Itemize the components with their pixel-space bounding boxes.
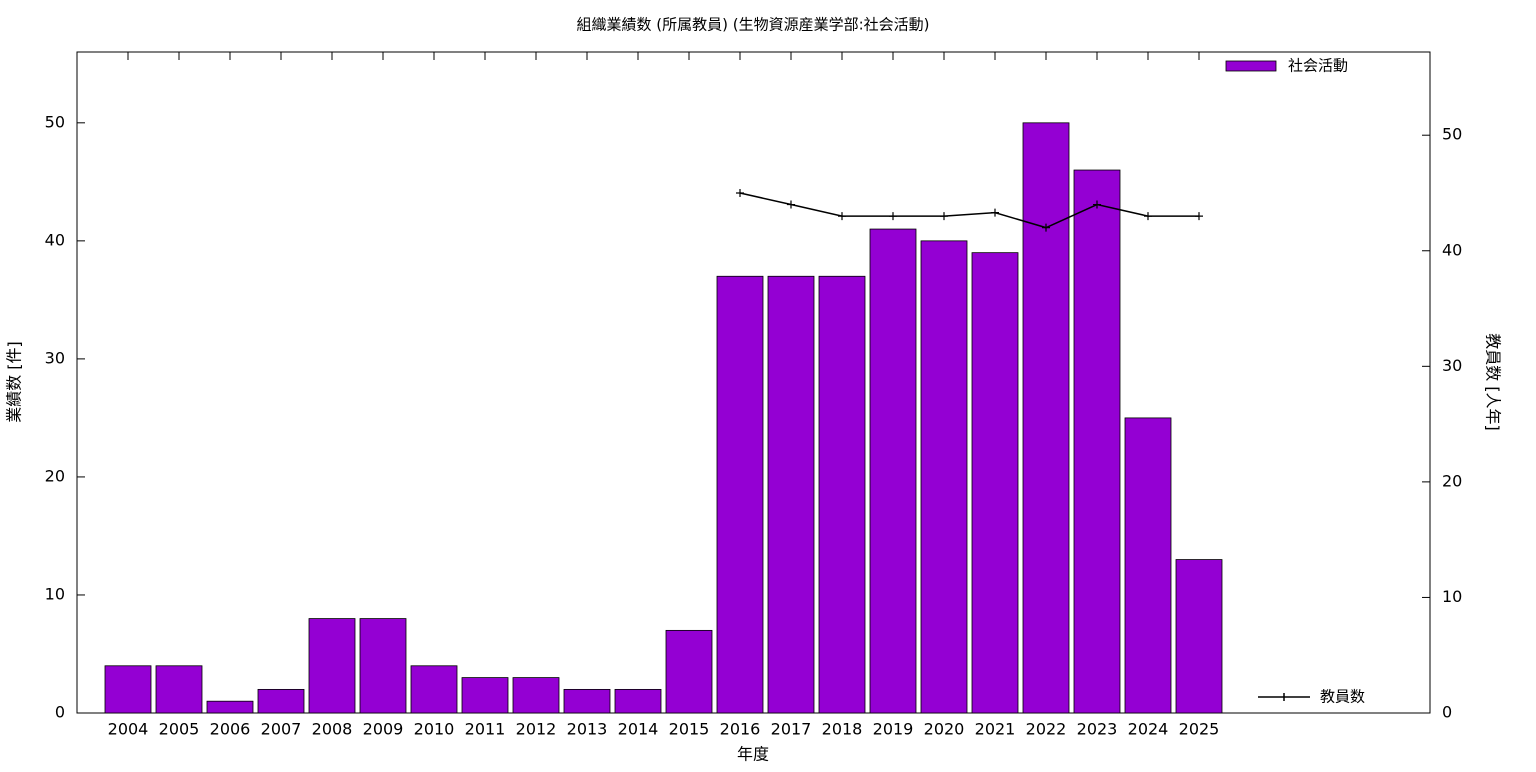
x-tick-label: 2008 (312, 720, 353, 739)
x-tick-label: 2018 (822, 720, 863, 739)
x-tick-label: 2006 (210, 720, 251, 739)
y-tick-label: 0 (55, 703, 65, 722)
x-tick-label: 2012 (516, 720, 557, 739)
x-tick-label: 2016 (720, 720, 761, 739)
x-axis-label: 年度 (737, 745, 769, 764)
bar (716, 275, 764, 714)
bar (818, 275, 866, 714)
y2-tick-label: 10 (1442, 587, 1462, 606)
x-tick-label: 2025 (1179, 720, 1220, 739)
bar (512, 677, 560, 714)
x-tick-label: 2021 (975, 720, 1016, 739)
point (1144, 212, 1152, 221)
bar (1175, 559, 1223, 714)
y-tick-label: 30 (45, 348, 65, 367)
bar (104, 665, 152, 714)
x-tick-label: 2011 (465, 720, 506, 739)
y2-tick-label: 50 (1442, 125, 1462, 144)
chart-title: 組織業績数 (所属教員) (生物資源産業学部:社会活動) (576, 16, 929, 34)
x-tick-label: 2019 (873, 720, 914, 739)
y2-axis-label: 教員数 [人年] (1484, 333, 1503, 431)
x-tick-label: 2024 (1128, 720, 1169, 739)
bar (1022, 122, 1070, 714)
x-tick-label: 2017 (771, 720, 812, 739)
bar (206, 700, 254, 714)
bar (920, 240, 968, 714)
x-tick-label: 2009 (363, 720, 404, 739)
legend-label: 社会活動 (1288, 57, 1348, 75)
bar (308, 618, 356, 714)
x-tick-label: 2004 (108, 720, 149, 739)
point (889, 212, 897, 221)
bar (155, 665, 203, 714)
x-tick-label: 2014 (618, 720, 659, 739)
bar (461, 677, 509, 714)
y2-tick-label: 20 (1442, 471, 1462, 490)
point (838, 212, 846, 221)
x-tick-label: 2013 (567, 720, 608, 739)
legend-swatch (1225, 60, 1277, 72)
y2-tick-label: 40 (1442, 240, 1462, 259)
y2-tick-label: 0 (1442, 703, 1452, 722)
point (1195, 212, 1203, 221)
point (1042, 223, 1050, 232)
point (991, 208, 999, 217)
x-tick-label: 2010 (414, 720, 455, 739)
bar (665, 629, 713, 714)
x-tick-label: 2015 (669, 720, 710, 739)
point (736, 188, 744, 197)
point (1093, 200, 1101, 209)
bar (1073, 169, 1121, 714)
y-tick-label: 40 (45, 230, 65, 249)
y2-tick-label: 30 (1442, 356, 1462, 375)
x-tick-label: 2020 (924, 720, 965, 739)
y-axis-label: 業績数 [件] (5, 341, 24, 423)
y-tick-label: 20 (45, 466, 65, 485)
bar (563, 688, 611, 714)
point (940, 212, 948, 221)
bar (971, 252, 1019, 714)
y-tick-label: 10 (45, 584, 65, 603)
legend-swatch (1258, 693, 1310, 701)
bar (359, 618, 407, 714)
x-tick-label: 2007 (261, 720, 302, 739)
line (739, 192, 1199, 229)
x-tick-label: 2005 (159, 720, 200, 739)
bar (257, 688, 305, 714)
bar (1124, 417, 1172, 714)
x-tick-label: 2023 (1077, 720, 1118, 739)
x-tick-label: 2022 (1026, 720, 1067, 739)
bar (869, 228, 917, 714)
point (787, 200, 795, 209)
bar (410, 665, 458, 714)
bar (767, 275, 815, 714)
legend-label: 教員数 (1320, 688, 1365, 706)
y-tick-label: 50 (45, 112, 65, 131)
bar (614, 688, 662, 714)
